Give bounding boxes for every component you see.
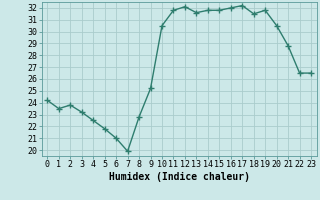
X-axis label: Humidex (Indice chaleur): Humidex (Indice chaleur) [109, 172, 250, 182]
